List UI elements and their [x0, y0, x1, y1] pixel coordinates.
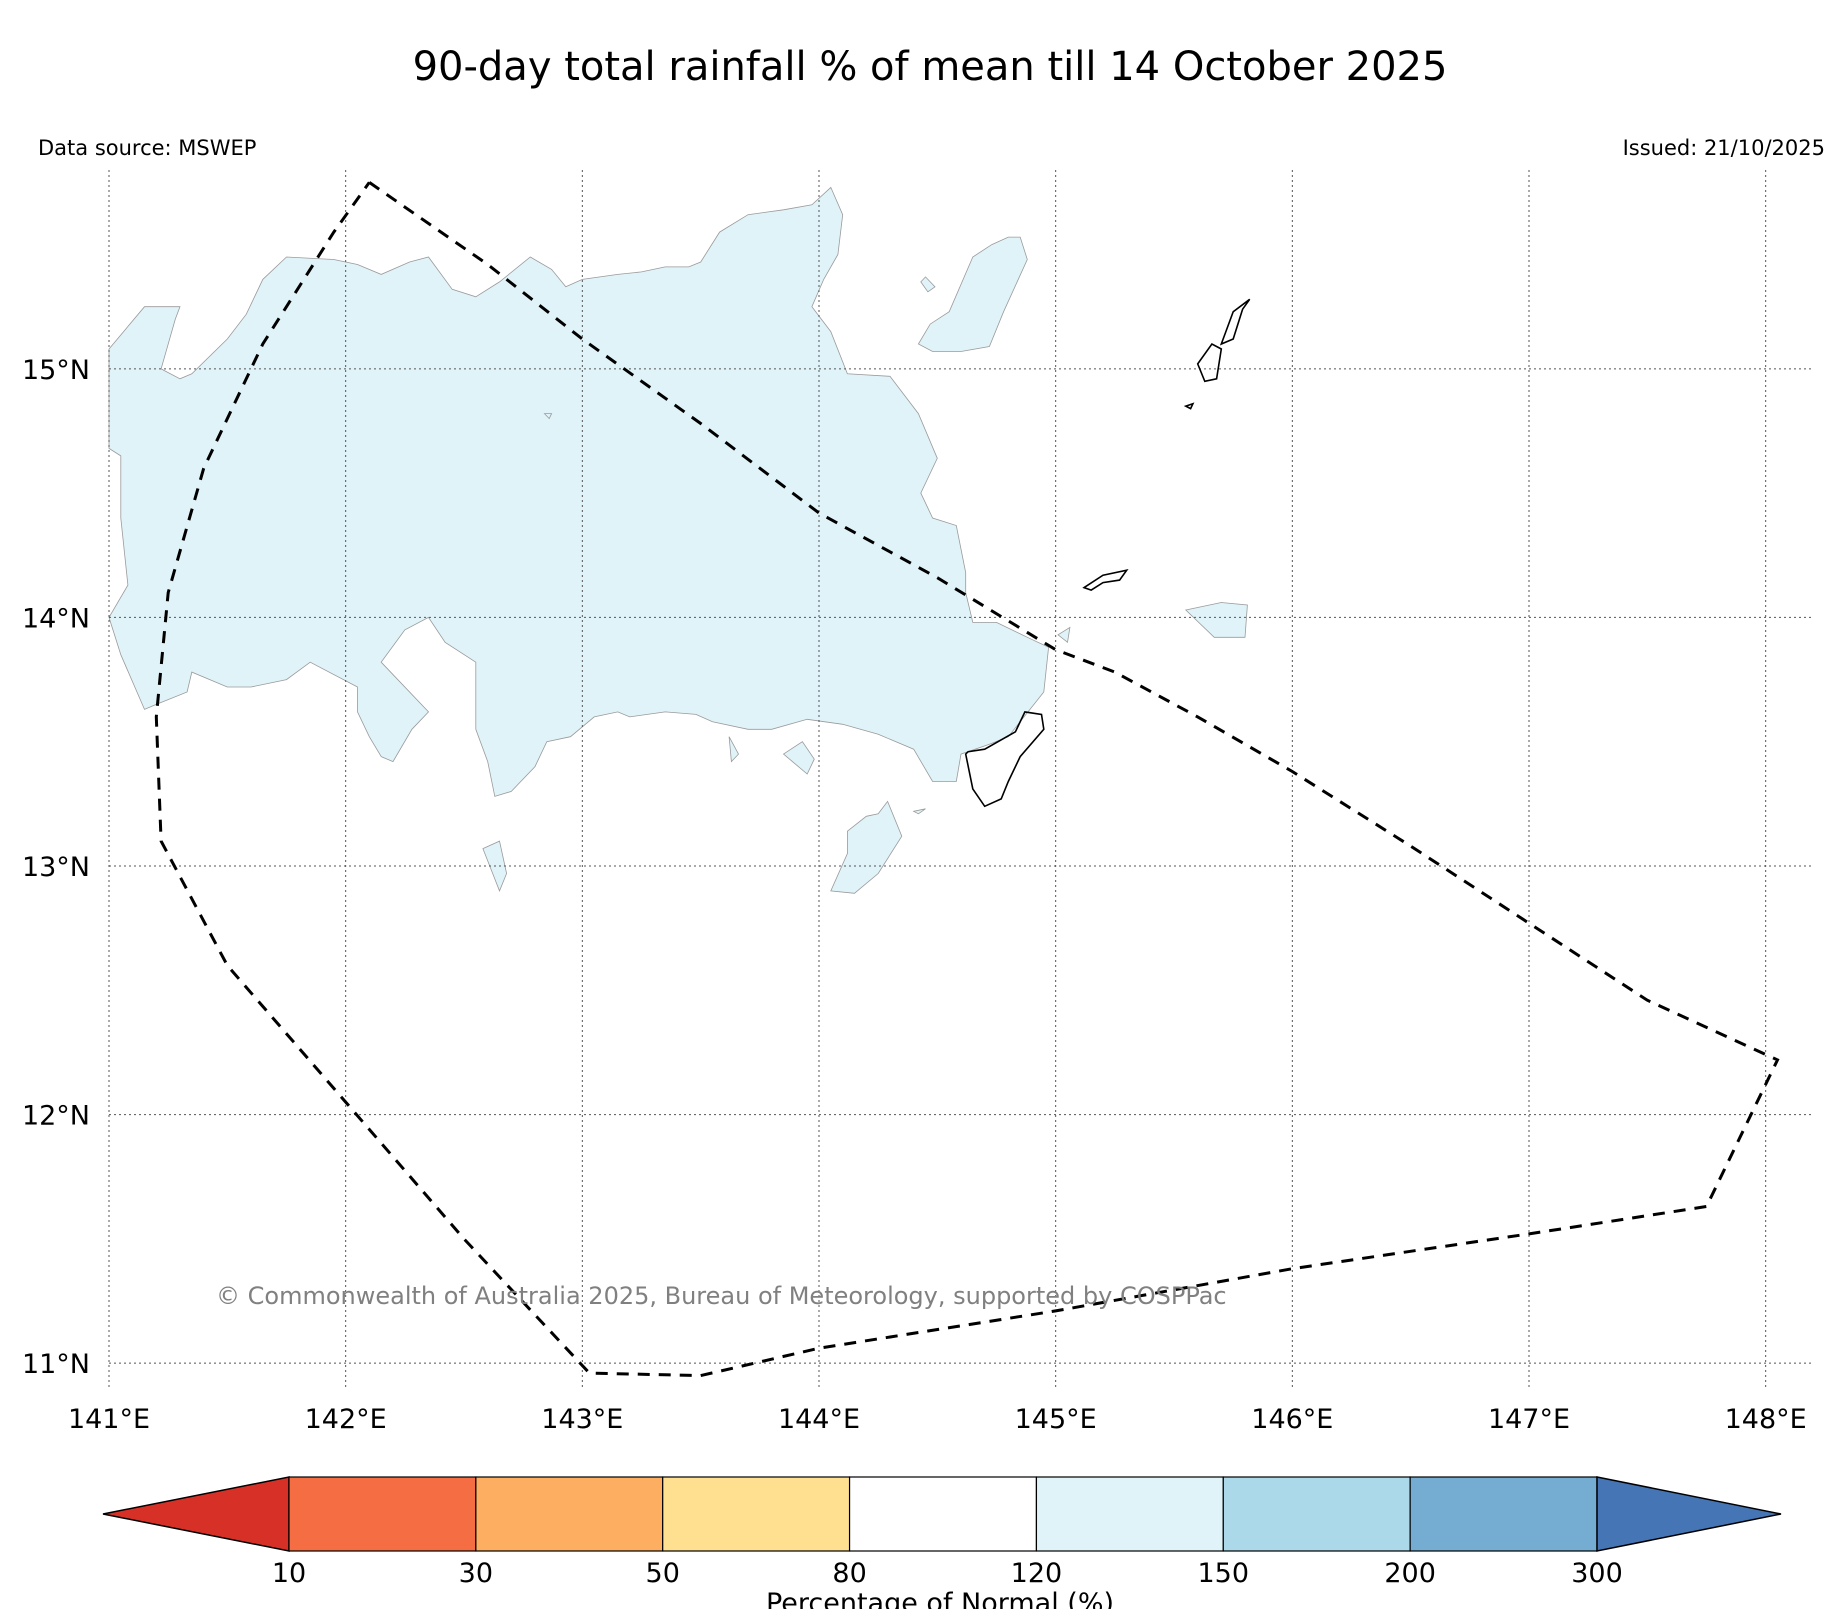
colorbar-tick-labels: 10 30 50 80 120 150 200 300: [272, 1558, 1623, 1589]
island-outlines-layer: [964, 298, 1251, 808]
copyright-notice: © Commonwealth of Australia 2025, Bureau…: [216, 1282, 1227, 1310]
longitude-tick-label: 146°E: [1251, 1404, 1333, 1435]
colorbar: 10 30 50 80 120 150 200 300 Percentage of Norma…: [102, 1476, 1782, 1609]
colorbar-tick-label: 150: [1198, 1558, 1250, 1589]
colorbar-bin: [662, 1476, 851, 1552]
map-area: 15°N 14°N 13°N 12°N 11°N 141°E 142°E 143°E 144°…: [22, 170, 1813, 1435]
colorbar-tick-label: 300: [1571, 1558, 1623, 1589]
colorbar-bin: [848, 1476, 1038, 1552]
rainfall-category-region: [543, 413, 553, 420]
colorbar-label: Percentage of Normal (%): [766, 1588, 1114, 1609]
longitude-tick-label: 143°E: [541, 1404, 623, 1435]
rainfall-shading-layer: [108, 186, 1248, 894]
rainfall-category-region: [108, 186, 1050, 797]
colorbar-bins: [102, 1476, 1782, 1552]
colorbar-tick-label: 50: [646, 1558, 680, 1589]
colorbar-extend-high: [1596, 1476, 1782, 1552]
colorbar-bin: [288, 1476, 477, 1552]
eez-boundary-line: [154, 181, 1780, 1378]
colorbar-tick-label: 200: [1384, 1558, 1436, 1589]
colorbar-tick-label: 80: [832, 1558, 866, 1589]
colorbar-bin: [475, 1476, 664, 1552]
island-outline: [964, 711, 1045, 808]
latitude-tick-label: 14°N: [22, 603, 90, 634]
data-source-label: Data source: MSWEP: [38, 136, 256, 160]
latitude-tick-label: 11°N: [22, 1349, 90, 1380]
rainfall-category-region: [917, 236, 1028, 352]
map-title: 90-day total rainfall % of mean till 14 …: [413, 44, 1448, 90]
rainfall-category-region: [728, 736, 739, 763]
latitude-tick-label: 12°N: [22, 1101, 90, 1132]
colorbar-bin: [1222, 1476, 1411, 1552]
colorbar-tick-label: 30: [459, 1558, 493, 1589]
island-outline: [1196, 342, 1223, 383]
colorbar-tick-label: 120: [1011, 1558, 1063, 1589]
longitude-tick-label: 144°E: [778, 1404, 860, 1435]
issued-date-label: Issued: 21/10/2025: [1623, 136, 1825, 160]
latitude-labels: 15°N 14°N 13°N 12°N 11°N: [22, 355, 90, 1380]
longitude-labels: 141°E 142°E 143°E 144°E 145°E 146°E 147°E 148°E: [68, 1404, 1807, 1435]
graticule: [108, 170, 1813, 1388]
rainfall-category-region: [912, 808, 926, 815]
rainfall-category-region: [1057, 626, 1071, 644]
island-outline: [1082, 568, 1129, 591]
longitude-tick-label: 141°E: [68, 1404, 150, 1435]
island-outline: [1183, 402, 1195, 410]
latitude-tick-label: 13°N: [22, 852, 90, 883]
latitude-tick-label: 15°N: [22, 355, 90, 386]
colorbar-bin: [1035, 1476, 1224, 1552]
longitude-tick-label: 148°E: [1725, 1404, 1807, 1435]
rainfall-category-region: [920, 276, 936, 293]
rainfall-category-region: [782, 741, 815, 775]
longitude-tick-label: 145°E: [1015, 1404, 1097, 1435]
island-outline: [1219, 298, 1251, 346]
rainfall-category-region: [830, 800, 903, 894]
longitude-tick-label: 147°E: [1488, 1404, 1570, 1435]
rainfall-category-region: [1184, 602, 1248, 638]
colorbar-bin: [1409, 1476, 1598, 1552]
longitude-tick-label: 142°E: [305, 1404, 387, 1435]
colorbar-tick-label: 10: [272, 1558, 306, 1589]
